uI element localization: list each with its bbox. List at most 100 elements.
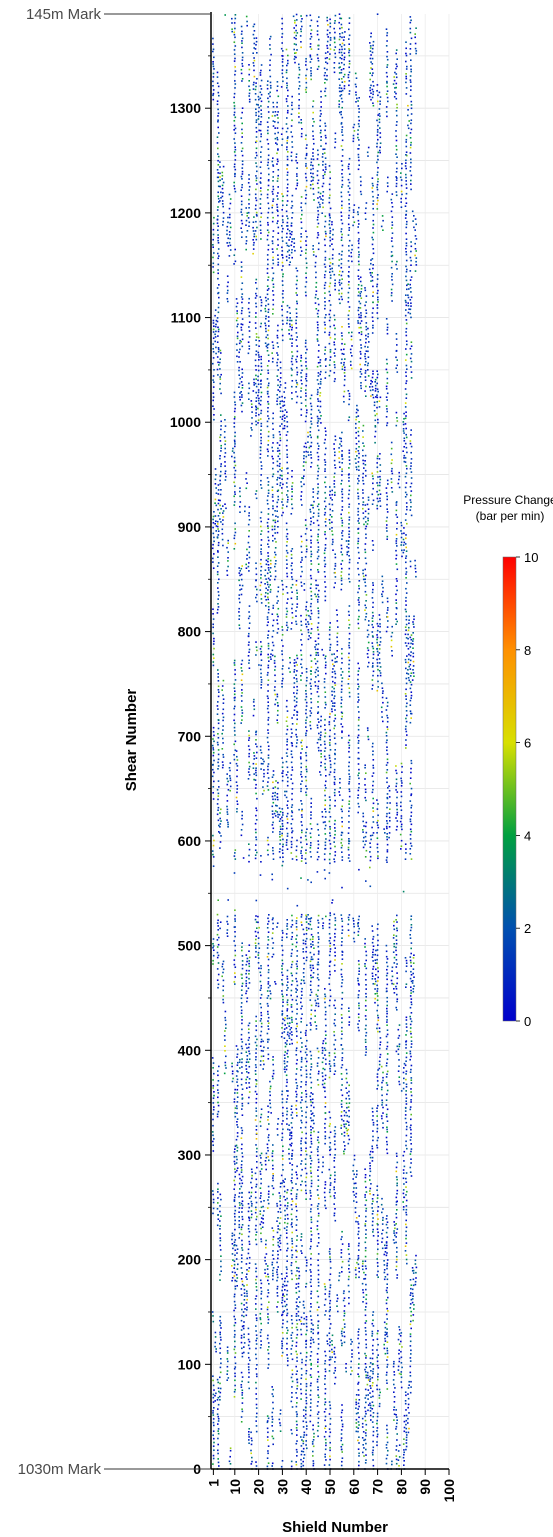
data-point [290, 1016, 293, 1019]
data-point [289, 338, 291, 340]
data-point [220, 470, 222, 473]
data-point [213, 408, 215, 410]
data-point [305, 1356, 308, 1358]
data-point [282, 1120, 284, 1122]
data-point [276, 602, 278, 604]
data-point [310, 1293, 312, 1295]
data-point [268, 417, 270, 420]
data-point [258, 967, 260, 970]
data-point [264, 1163, 267, 1166]
data-point [234, 528, 236, 530]
data-point [276, 632, 279, 634]
data-point [285, 613, 288, 616]
data-point [282, 1128, 284, 1131]
data-point [266, 420, 269, 423]
data-point [255, 1107, 257, 1110]
data-point [241, 982, 244, 985]
data-point [259, 140, 262, 143]
data-point [277, 358, 279, 361]
data-point [310, 1271, 312, 1273]
data-point [239, 377, 241, 380]
data-point [251, 1177, 253, 1180]
data-point [286, 832, 289, 835]
data-point [273, 812, 276, 815]
data-point [255, 1270, 257, 1273]
data-point [219, 1382, 221, 1385]
data-point [272, 185, 274, 188]
data-point [310, 161, 313, 164]
data-point [229, 1447, 232, 1449]
data-point [235, 1075, 238, 1077]
data-point [234, 1375, 236, 1378]
data-point [248, 1387, 250, 1390]
data-point [281, 990, 283, 992]
data-point [234, 1340, 236, 1343]
data-point [241, 955, 244, 957]
data-point [259, 971, 262, 974]
data-point [305, 705, 308, 707]
data-point [291, 200, 293, 203]
data-point [217, 701, 219, 703]
data-point [212, 271, 215, 274]
data-point [286, 82, 288, 84]
data-point [234, 1288, 237, 1290]
data-point [296, 279, 298, 282]
data-point [216, 317, 219, 319]
data-point [290, 498, 293, 501]
data-point [257, 921, 259, 924]
data-point [217, 1452, 219, 1455]
data-point [226, 819, 228, 821]
data-point [272, 1168, 274, 1170]
data-point [240, 117, 243, 119]
data-point [234, 172, 236, 175]
data-point [291, 1117, 294, 1119]
data-point [310, 1009, 313, 1011]
data-point [254, 930, 257, 933]
data-point [312, 254, 315, 256]
data-point [285, 522, 288, 525]
data-point [245, 15, 248, 18]
data-point [279, 380, 281, 383]
data-point [241, 128, 243, 131]
data-point [260, 965, 262, 967]
data-point [296, 589, 298, 592]
data-point [311, 958, 314, 961]
data-point [272, 165, 275, 167]
data-point [276, 793, 279, 795]
data-point [268, 173, 270, 176]
data-point [291, 811, 294, 814]
data-point [303, 979, 305, 982]
data-point [296, 270, 299, 272]
data-point [217, 1437, 219, 1440]
data-point [248, 80, 250, 82]
data-point [234, 1239, 237, 1241]
data-point [247, 523, 250, 526]
data-point [281, 959, 284, 962]
data-point [289, 312, 291, 314]
data-point [260, 1227, 262, 1230]
data-point [317, 1394, 319, 1396]
data-point [248, 1086, 251, 1088]
data-point [224, 1045, 226, 1047]
data-point [216, 913, 219, 916]
data-point [217, 1197, 219, 1199]
data-point [222, 753, 224, 756]
data-point [235, 319, 238, 322]
data-point [307, 914, 309, 916]
data-point [266, 1427, 269, 1430]
data-point [270, 658, 272, 660]
data-point [295, 1096, 298, 1098]
data-point [295, 610, 297, 612]
data-point [256, 1375, 258, 1378]
data-point [312, 504, 314, 507]
data-point [217, 899, 219, 901]
data-point [288, 1035, 290, 1037]
data-point [248, 64, 250, 66]
data-point [296, 1353, 298, 1356]
data-point [266, 1032, 269, 1035]
data-point [234, 1171, 237, 1173]
data-point [267, 697, 269, 700]
data-point [310, 1134, 312, 1137]
data-point [240, 997, 243, 1000]
data-point [299, 756, 302, 758]
